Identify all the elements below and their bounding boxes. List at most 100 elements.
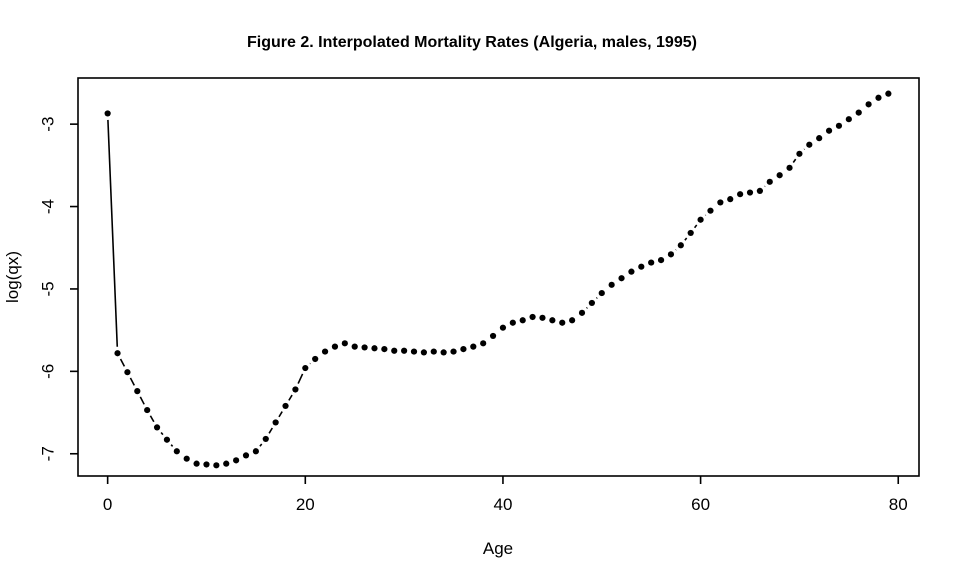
data-point (223, 460, 230, 467)
data-point (746, 189, 754, 196)
data-point (163, 436, 171, 443)
data-point (242, 452, 250, 459)
data-point (598, 289, 605, 297)
data-point (628, 268, 635, 275)
data-point (845, 116, 852, 123)
data-point (559, 319, 566, 326)
connector-segment (297, 373, 304, 384)
data-point (470, 343, 477, 350)
data-point (282, 402, 289, 410)
data-point (529, 313, 536, 321)
data-point (312, 355, 319, 363)
data-point (796, 150, 803, 157)
data-point (341, 340, 348, 347)
data-point (460, 346, 467, 353)
data-point (381, 346, 388, 353)
data-point (825, 127, 833, 134)
data-point (707, 207, 714, 214)
plot-box (77, 77, 920, 477)
data-point (361, 344, 368, 351)
data-point (578, 309, 586, 316)
data-point (480, 340, 487, 347)
data-point (351, 343, 358, 350)
data-point (104, 110, 111, 117)
data-point (292, 386, 299, 393)
data-point (262, 435, 269, 443)
x-tick-label: 40 (493, 495, 512, 514)
data-point (193, 460, 200, 467)
connector-segment (288, 394, 293, 401)
y-tick-label: -5 (39, 281, 58, 296)
chart-title: Figure 2. Interpolated Mortality Rates (… (247, 34, 697, 51)
data-point (539, 314, 546, 321)
data-point (766, 178, 773, 185)
data-point (430, 348, 437, 355)
data-point (885, 90, 892, 97)
connector-segment (586, 306, 588, 309)
data-point (786, 164, 793, 171)
data-point (173, 448, 180, 455)
data-point (875, 94, 882, 101)
data-point (835, 122, 843, 129)
connector-segment (149, 415, 155, 423)
data-point (391, 347, 398, 354)
x-tick-label: 60 (691, 495, 710, 514)
data-point (509, 319, 516, 326)
connector-segment (684, 237, 688, 241)
plot-area: 0 20 40 60 80 -7 -6 -5 -4 -3 (39, 77, 920, 514)
data-point (816, 135, 823, 142)
connector-segment (139, 396, 145, 405)
data-point (203, 461, 210, 468)
data-point (252, 448, 259, 455)
connector-segment (278, 411, 283, 418)
data-point (657, 257, 665, 264)
connector-segment (129, 377, 135, 386)
data-point (153, 424, 161, 431)
connector-segment (595, 297, 598, 299)
connector-segment (693, 224, 698, 229)
data-point (213, 462, 220, 469)
data-point (806, 141, 813, 148)
data-point (717, 199, 724, 206)
data-point (302, 364, 309, 372)
connector-segment (160, 431, 164, 436)
data-point (321, 348, 329, 355)
data-point (667, 251, 675, 258)
data-point (569, 317, 576, 324)
data-point (648, 259, 655, 266)
data-point (499, 324, 507, 331)
data-point (618, 275, 625, 282)
data-point (519, 317, 526, 324)
data-point (855, 109, 862, 116)
connector-segment (268, 427, 273, 434)
data-point (756, 187, 763, 194)
connector-segment (107, 119, 119, 347)
data-point (687, 229, 694, 237)
data-point (638, 263, 645, 270)
data-point (865, 101, 872, 108)
data-point (776, 172, 783, 179)
connector-segment (119, 358, 126, 367)
data-point (677, 242, 684, 249)
data-point (272, 419, 279, 426)
data-point (420, 349, 427, 356)
y-tick-label: -6 (39, 364, 58, 379)
x-tick-label: 80 (889, 495, 908, 514)
connector-segment (259, 443, 263, 447)
y-axis-label: log(qx) (3, 251, 22, 303)
data-point (588, 299, 595, 307)
data-point (134, 388, 141, 395)
connector-segment (170, 444, 174, 447)
y-tick-label: -3 (39, 117, 58, 132)
y-tick-label: -4 (39, 199, 58, 214)
data-point (371, 345, 378, 352)
data-point (450, 348, 457, 355)
data-point (489, 332, 497, 340)
data-point (549, 317, 556, 324)
x-tick-label: 0 (103, 495, 112, 514)
data-point (114, 350, 121, 357)
data-point (737, 191, 744, 198)
y-tick-label: -7 (39, 446, 58, 461)
